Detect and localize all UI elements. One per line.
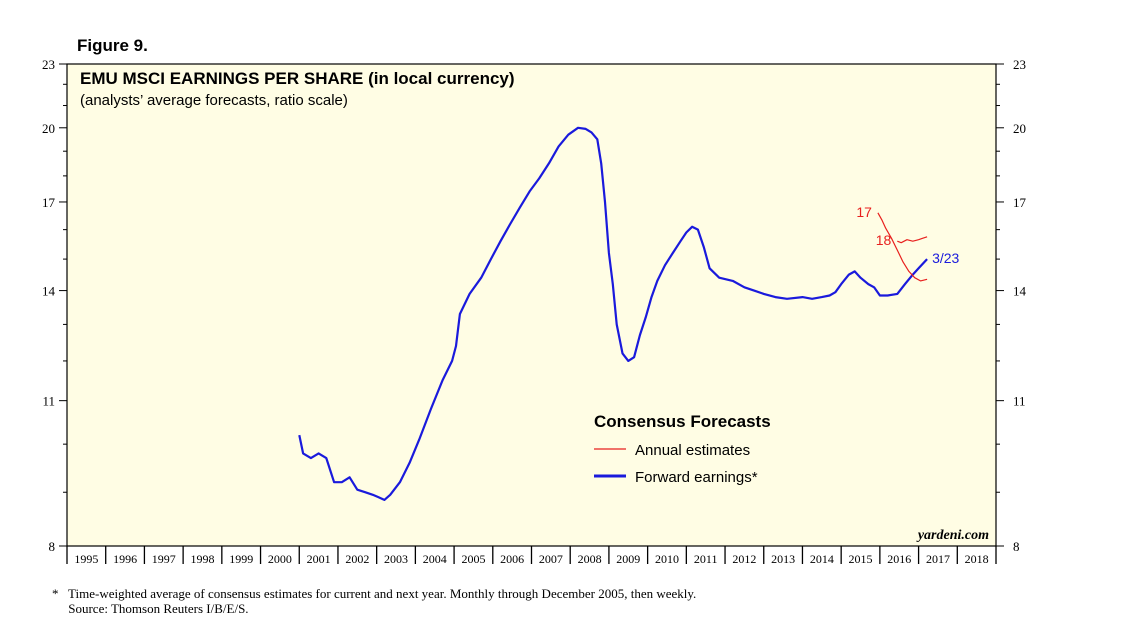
x-tick-label: 2001 [307,552,331,566]
axis-ticks: 8 8 11 11 14 14 17 17 20 20 23 23 1995 1996 1997 1998 19… [42,57,1027,566]
annual-estimate-label-18: 18 [876,232,892,248]
x-tick-label: 2010 [655,552,679,566]
y-tick-label-left: 8 [49,539,56,554]
annual-estimate-line-17 [877,212,928,282]
x-tick-label: 2011 [694,552,718,566]
x-tick-label: 2014 [810,552,834,566]
y-tick-label-right: 23 [1013,57,1026,72]
annual-estimate-label-17: 17 [856,204,872,220]
footnote: * Time-weighted average of consensus est… [52,586,696,616]
annual-estimate-line-18 [897,236,928,244]
y-tick-label-left: 20 [42,121,55,136]
footnote-line-1: * Time-weighted average of consensus est… [52,586,697,601]
x-tick-label: 2018 [965,552,989,566]
x-tick-label: 2013 [771,552,795,566]
x-tick-label: 2016 [887,552,911,566]
y-tick-label-left: 17 [42,195,56,210]
x-tick-label: 2015 [849,552,873,566]
x-tick-label: 2005 [461,552,485,566]
x-tick-label: 2000 [268,552,292,566]
x-tick-label: 1999 [229,552,253,566]
forward-earnings-line [298,126,928,501]
x-tick-label: 2012 [732,552,756,566]
x-tick-label: 1996 [113,552,137,566]
legend-label-annual: Annual estimates [635,442,750,459]
legend-title: Consensus Forecasts [594,412,771,431]
footnote-source: Source: Thomson Reuters I/B/E/S. [52,601,249,616]
x-tick-label: 2008 [578,552,602,566]
chart-title: EMU MSCI EARNINGS PER SHARE (in local cu… [80,69,515,88]
legend: Consensus Forecasts Annual estimates For… [594,412,771,486]
x-tick-label: 2006 [500,552,524,566]
forward-earnings-end-label: 3/23 [932,250,959,266]
figure-label: Figure 9. [77,36,148,55]
y-tick-label-left: 11 [42,394,55,409]
x-tick-label: 2003 [384,552,408,566]
y-tick-label-right: 17 [1013,195,1027,210]
x-tick-label: 2004 [423,552,447,566]
x-tick-label: 2009 [616,552,640,566]
chart-subtitle: (analysts’ average forecasts, ratio scal… [80,92,348,109]
y-tick-label-left: 14 [42,284,56,299]
y-tick-label-right: 11 [1013,394,1026,409]
watermark: yardeni.com [916,528,989,543]
plot-area [66,63,997,547]
x-tick-label: 2002 [345,552,369,566]
x-tick-label: 1995 [74,552,98,566]
y-tick-label-right: 20 [1013,121,1026,136]
y-tick-label-right: 8 [1013,539,1020,554]
y-tick-label-left: 23 [42,57,55,72]
x-tick-label: 1997 [152,552,176,566]
legend-label-forward: Forward earnings* [635,469,758,486]
x-tick-label: 1998 [190,552,214,566]
y-tick-label-right: 14 [1013,284,1027,299]
x-tick-label: 2017 [926,552,950,566]
x-tick-label: 2007 [539,552,563,566]
